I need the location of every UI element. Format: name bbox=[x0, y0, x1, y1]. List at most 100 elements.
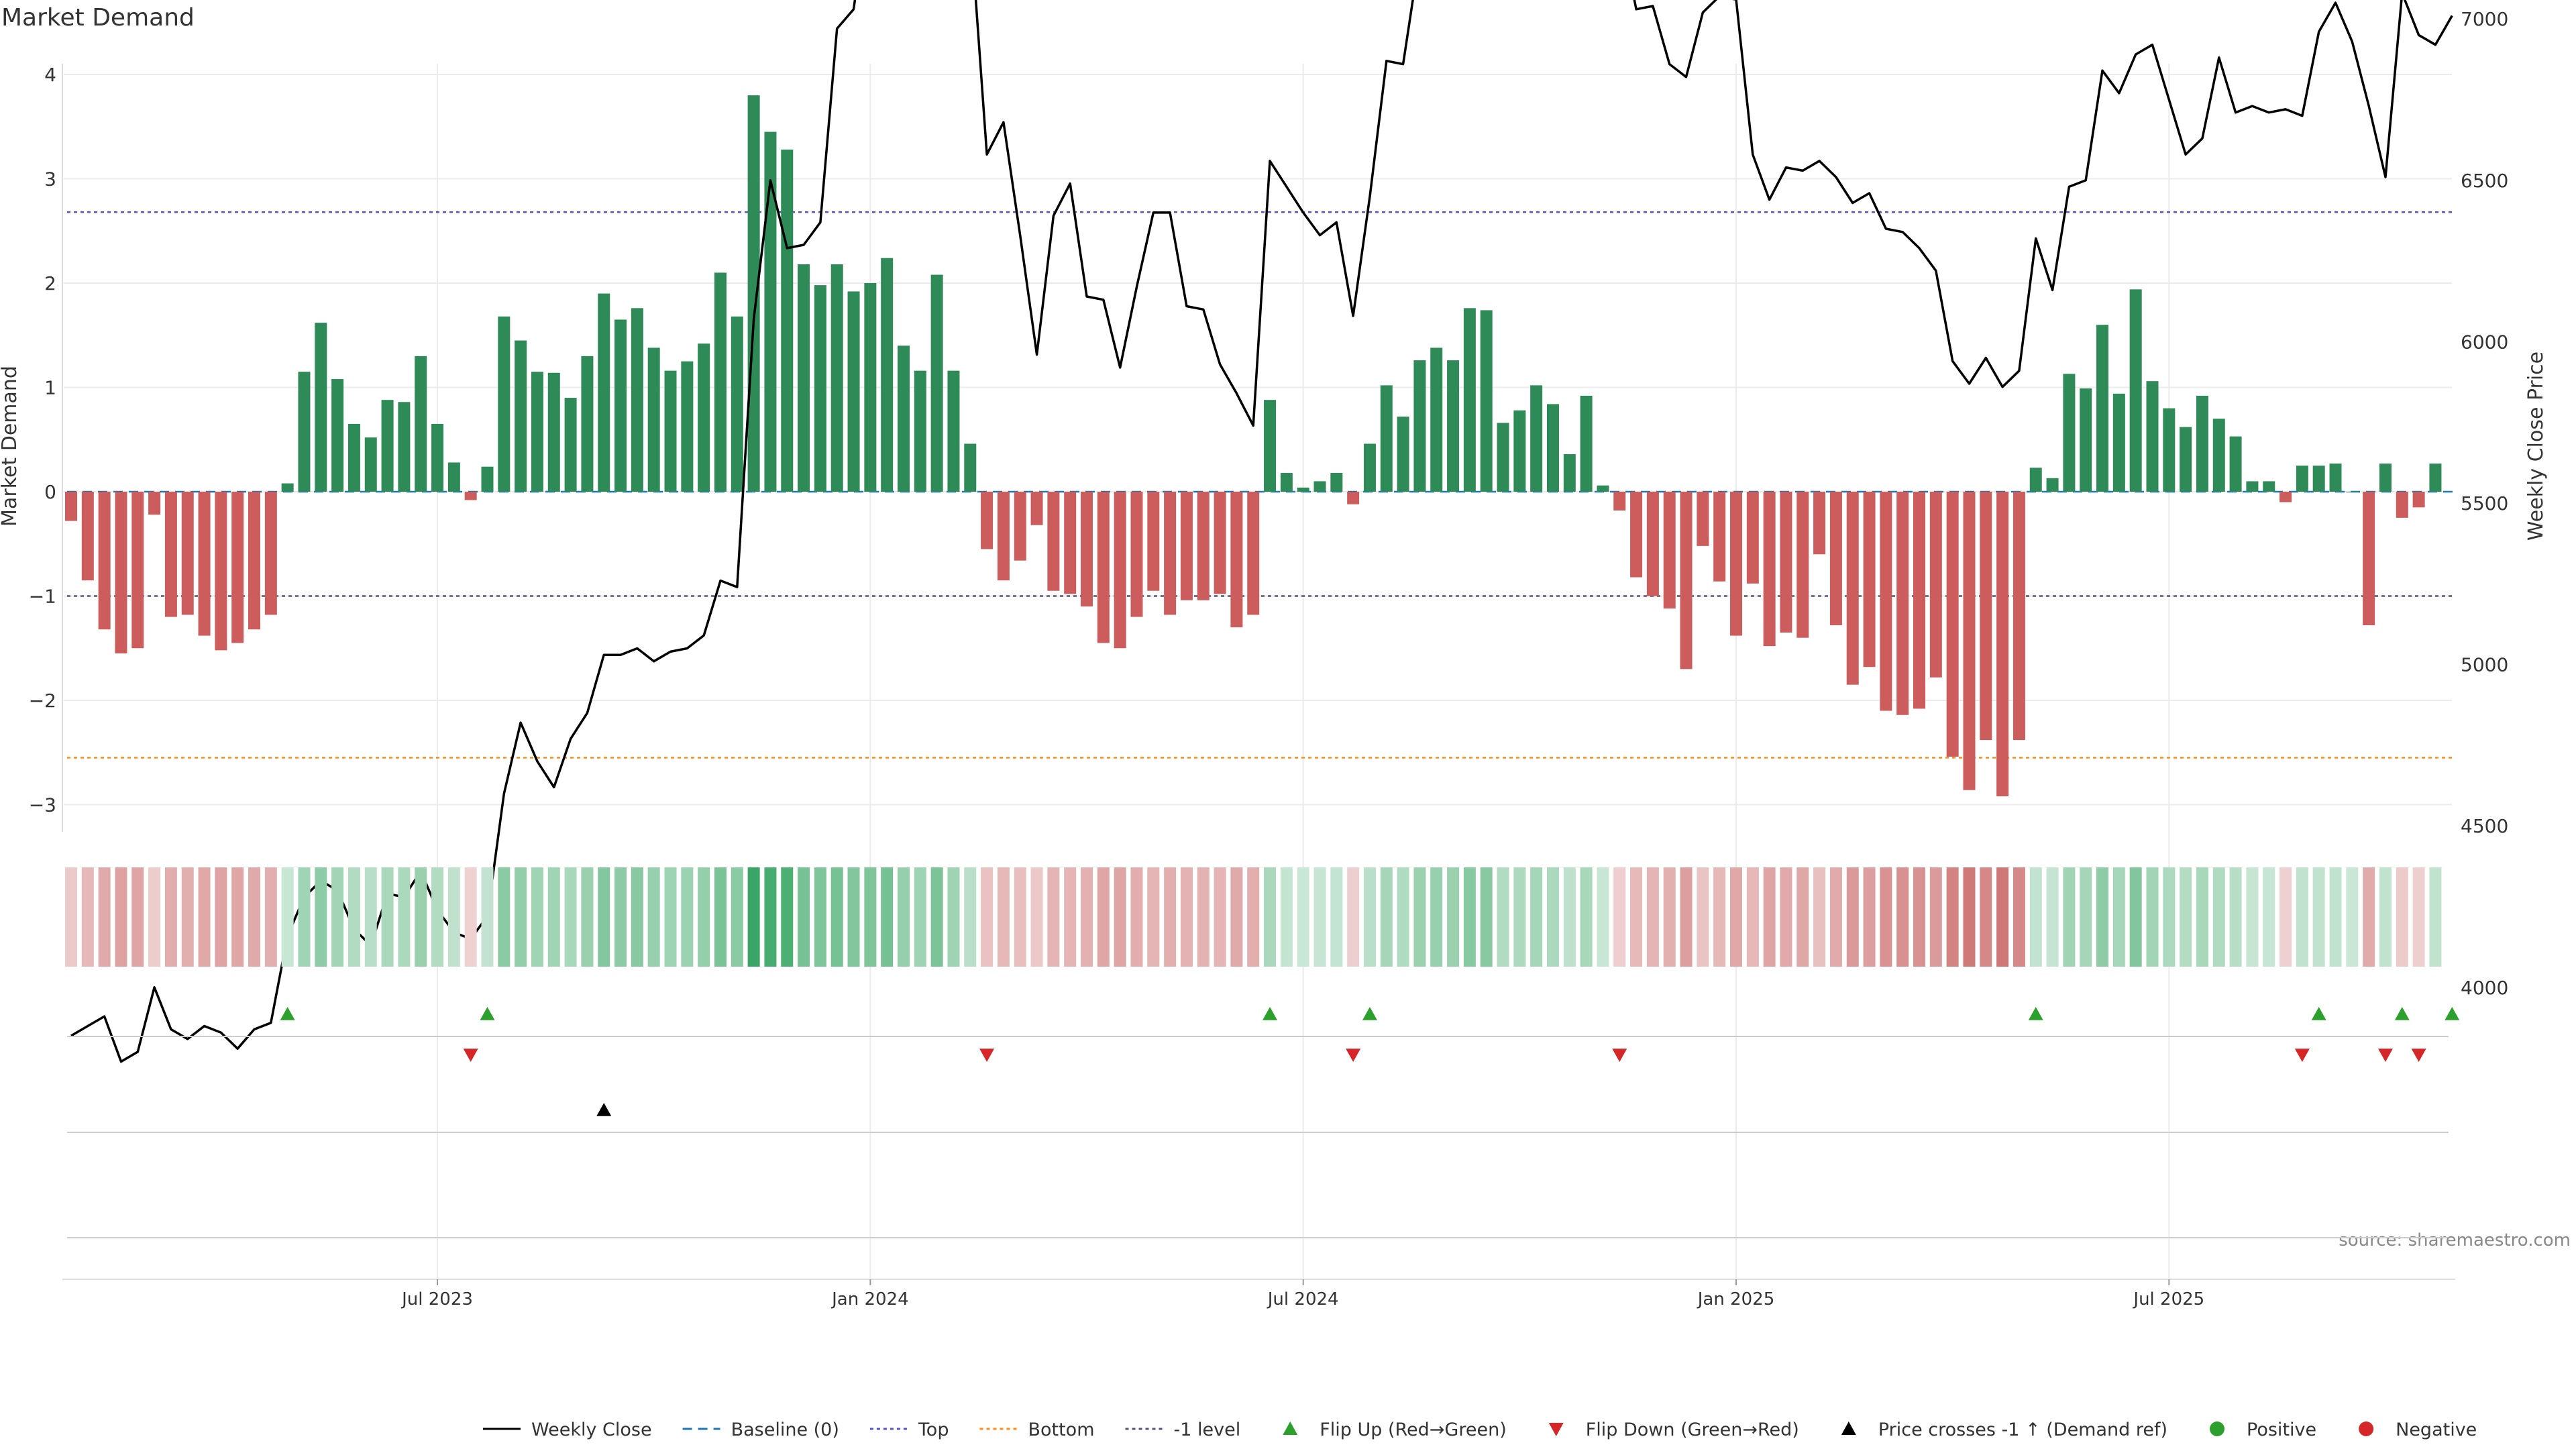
positive-demand-bar bbox=[398, 402, 411, 492]
positive-heat-cell bbox=[331, 867, 344, 967]
positive-heat-cell bbox=[2163, 867, 2176, 967]
positive-demand-bar bbox=[698, 343, 710, 492]
negative-heat-cell bbox=[264, 867, 277, 967]
negative-heat-cell bbox=[1097, 867, 1110, 967]
positive-heat-cell bbox=[1513, 867, 1526, 967]
positive-demand-bar bbox=[930, 274, 943, 492]
negative-heat-cell bbox=[164, 867, 177, 967]
positive-heat-cell bbox=[2180, 867, 2192, 967]
negative-demand-bar bbox=[1247, 492, 1260, 615]
negative-demand-bar bbox=[1796, 492, 1809, 638]
negative-heat-cell bbox=[1880, 867, 1892, 967]
negative-heat-cell bbox=[198, 867, 211, 967]
negative-heat-cell bbox=[1713, 867, 1726, 967]
demand-bars bbox=[65, 95, 2442, 797]
flip-up-marker bbox=[280, 1007, 295, 1020]
positive-demand-bar bbox=[2029, 468, 2042, 492]
positive-demand-bar bbox=[1380, 385, 1393, 492]
positive-heat-cell bbox=[2379, 867, 2392, 967]
y2-tick-label: 4500 bbox=[2461, 815, 2508, 837]
positive-heat-cell bbox=[1447, 867, 1460, 967]
positive-heat-cell bbox=[1597, 867, 1609, 967]
legend-label: Bottom bbox=[1028, 1419, 1094, 1440]
legend-positive-swatch bbox=[2210, 1421, 2225, 1436]
negative-heat-cell bbox=[1896, 867, 1909, 967]
legend-label: -1 level bbox=[1174, 1419, 1241, 1440]
flip-down-marker bbox=[2294, 1049, 2310, 1062]
positive-demand-bar bbox=[431, 423, 444, 492]
negative-heat-cell bbox=[1114, 867, 1126, 967]
positive-demand-bar bbox=[2329, 464, 2342, 492]
x-tick-label: Jan 2024 bbox=[830, 1289, 909, 1309]
negative-demand-bar bbox=[231, 492, 244, 643]
y-axis-label: Market Demand bbox=[0, 366, 21, 527]
positive-heat-cell bbox=[2312, 867, 2325, 967]
positive-heat-cell bbox=[2146, 867, 2159, 967]
negative-demand-bar bbox=[1963, 492, 1976, 790]
negative-heat-cell bbox=[115, 867, 127, 967]
positive-demand-bar bbox=[964, 443, 977, 492]
positive-heat-cell bbox=[2296, 867, 2308, 967]
legend-flip-down-swatch bbox=[1548, 1423, 1564, 1436]
negative-heat-cell bbox=[131, 867, 144, 967]
negative-demand-bar bbox=[2412, 492, 2425, 508]
positive-demand-bar bbox=[1597, 485, 1609, 492]
positive-demand-bar bbox=[364, 437, 377, 492]
positive-demand-bar bbox=[1280, 473, 1293, 492]
negative-demand-bar bbox=[198, 492, 211, 636]
positive-heat-cell bbox=[598, 867, 610, 967]
negative-demand-bar bbox=[264, 492, 277, 615]
negative-heat-cell bbox=[1164, 867, 1177, 967]
positive-demand-bar bbox=[1463, 308, 1476, 492]
negative-demand-bar bbox=[1746, 492, 1759, 584]
negative-demand-bar bbox=[2012, 492, 2025, 741]
positive-heat-cell bbox=[681, 867, 694, 967]
y-tick-label: 3 bbox=[44, 168, 56, 191]
positive-heat-cell bbox=[1380, 867, 1393, 967]
negative-demand-bar bbox=[1929, 492, 1942, 678]
positive-heat-cell bbox=[647, 867, 660, 967]
positive-heat-cell bbox=[781, 867, 794, 967]
positive-heat-cell bbox=[2212, 867, 2225, 967]
positive-demand-bar bbox=[1330, 473, 1343, 492]
positive-demand-bar bbox=[2146, 381, 2159, 492]
positive-demand-bar bbox=[2312, 466, 2325, 492]
legend: Weekly Close Baseline (0) Top Bottom -1 leve… bbox=[483, 1419, 2477, 1440]
positive-heat-cell bbox=[1530, 867, 1543, 967]
negative-heat-cell bbox=[2412, 867, 2425, 967]
negative-demand-bar bbox=[1680, 492, 1693, 669]
positive-demand-bar bbox=[781, 149, 794, 492]
negative-demand-bar bbox=[1880, 492, 1892, 711]
negative-heat-cell bbox=[1613, 867, 1626, 967]
negative-demand-bar bbox=[1896, 492, 1909, 715]
negative-demand-bar bbox=[1230, 492, 1243, 628]
flip-down-marker bbox=[2377, 1049, 2393, 1062]
y-tick-label: −2 bbox=[29, 690, 56, 712]
positive-heat-cell bbox=[2229, 867, 2242, 967]
negative-demand-bar bbox=[148, 492, 161, 515]
weekly-close-line bbox=[70, 0, 2453, 1063]
positive-heat-cell bbox=[731, 867, 743, 967]
positive-demand-bar bbox=[2180, 427, 2192, 492]
negative-heat-cell bbox=[1980, 867, 1992, 967]
negative-heat-cell bbox=[1230, 867, 1243, 967]
negative-demand-bar bbox=[1030, 492, 1043, 525]
negative-demand-bar bbox=[1663, 492, 1676, 609]
positive-demand-bar bbox=[2246, 481, 2259, 492]
negative-heat-cell bbox=[1064, 867, 1077, 967]
positive-heat-cell bbox=[398, 867, 411, 967]
negative-demand-bar bbox=[1780, 492, 1792, 633]
negative-demand-bar bbox=[1846, 492, 1859, 685]
positive-demand-bar bbox=[315, 323, 327, 492]
positive-heat-cell bbox=[2129, 867, 2142, 967]
positive-demand-bar bbox=[2229, 436, 2242, 492]
flip-down-marker bbox=[2411, 1049, 2426, 1062]
axes: −3−2−10123440004500500055006000650070007… bbox=[29, 8, 2509, 999]
positive-demand-bar bbox=[664, 370, 677, 492]
y-tick-label: 1 bbox=[44, 377, 56, 399]
positive-heat-cell bbox=[930, 867, 943, 967]
positive-demand-bar bbox=[731, 316, 743, 492]
positive-demand-bar bbox=[631, 308, 643, 492]
flip-down-marker bbox=[979, 1049, 995, 1062]
